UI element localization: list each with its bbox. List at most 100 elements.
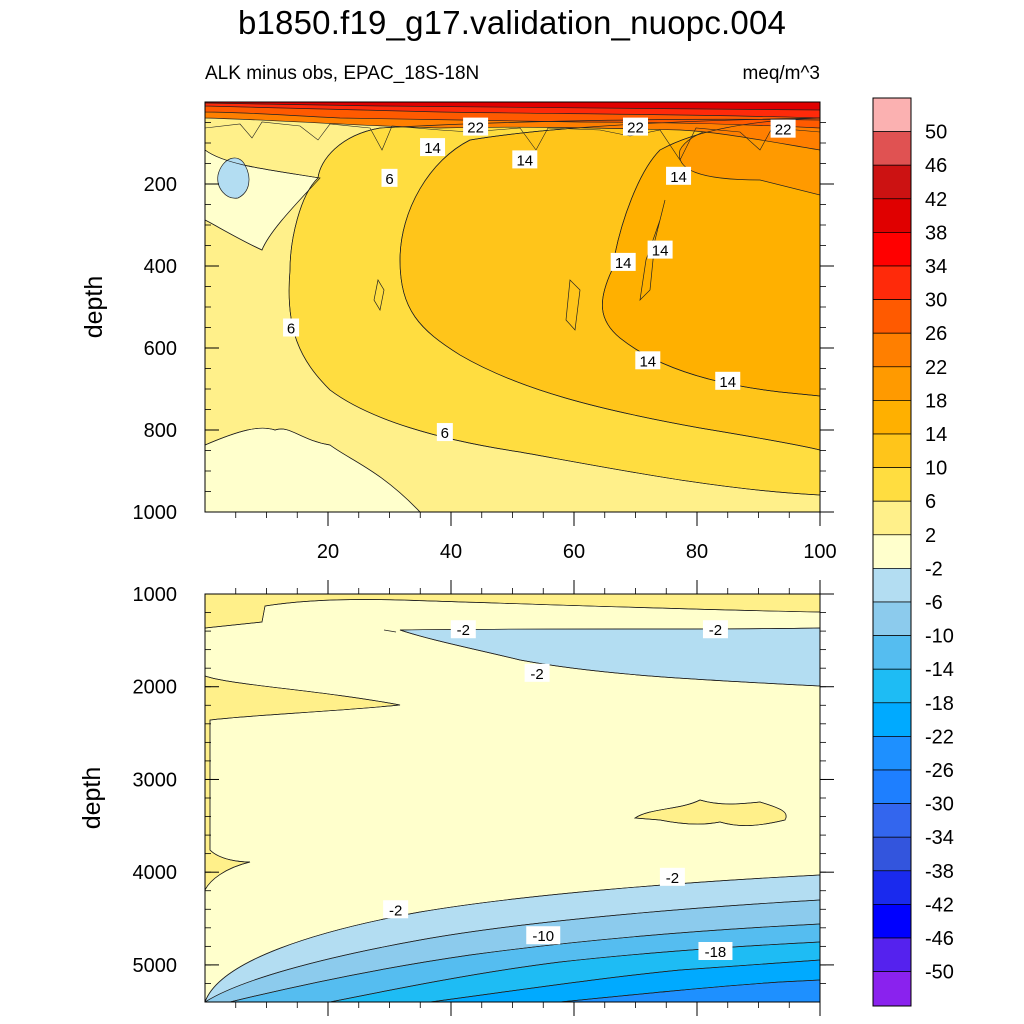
colorbar-tick-label: -26	[925, 760, 954, 782]
lower-contour-label-text: -2	[530, 666, 543, 683]
lower-y-tick-label: 4000	[133, 862, 178, 884]
lower-contour-label-text: -2	[666, 870, 679, 887]
colorbar-swatch	[872, 366, 912, 401]
upper-contour-label-text: 14	[719, 374, 736, 391]
colorbar-swatch	[872, 635, 912, 670]
colorbar-swatch	[872, 400, 912, 435]
spike-feature-2	[565, 279, 581, 331]
upper-contour-label-text: 14	[670, 169, 687, 186]
lower-contour-label-text: -2	[389, 902, 402, 919]
panel-units: meq/m^3	[742, 63, 820, 84]
upper-contour-label-text: 22	[775, 122, 792, 139]
contour-line-m22	[559, 979, 820, 1002]
colorbar-tick-label: 18	[925, 390, 947, 412]
upper-axes: 200 400 600 800 1000 20 40 60 80 100 depth	[80, 122, 837, 563]
colorbar: 50 46 42 38 34 30 26 22 18 14 10 6 2 -2 -6 -10 -14 -18 -22…	[872, 97, 954, 1007]
upper-contour-label: 22	[463, 117, 489, 137]
colorbar-tick-label: -42	[925, 894, 954, 916]
upper-contour-label-text: 22	[467, 120, 484, 137]
lower-contour-label-text: -2	[457, 622, 470, 639]
contour-line-m18	[429, 959, 820, 1002]
contour-line-m2-deep	[205, 874, 820, 1002]
colorbar-tick-label: -30	[925, 794, 954, 816]
colorbar-swatch	[872, 568, 912, 603]
colorbar-swatch	[872, 702, 912, 737]
upper-contour-label: 14	[666, 166, 692, 186]
colorbar-tick-label: 38	[925, 222, 947, 244]
colorbar-swatch	[872, 198, 912, 233]
colorbar-tick-label: 2	[925, 525, 936, 547]
upper-y-tick-label: 1000	[133, 502, 178, 524]
colorbar-swatch-bottom	[872, 971, 912, 1007]
spike-feature-3	[373, 279, 385, 311]
colorbar-swatch	[872, 668, 912, 704]
upper-x-tick-label: 60	[563, 541, 585, 563]
upper-contour-label-text: 6	[441, 425, 449, 442]
lower-contour-label: -2	[659, 867, 685, 887]
colorbar-tick-label: -18	[925, 693, 954, 715]
colorbar-tick-label: -2	[925, 558, 943, 580]
lower-y-tick-label: 2000	[133, 677, 178, 699]
upper-y-tick-label: 600	[144, 338, 177, 360]
colorbar-swatch	[872, 500, 912, 536]
colorbar-tick-label: 42	[925, 189, 947, 211]
figure-title: b1850.f19_g17.validation_nuopc.004	[237, 4, 787, 41]
colorbar-tick-label: -10	[925, 626, 954, 648]
lower-contour-label: -18	[698, 942, 733, 961]
colorbar-tick-label: 46	[925, 155, 947, 177]
colorbar-swatch	[872, 904, 912, 939]
surface-contour-spikes	[205, 121, 820, 161]
lower-axes: 1000 2000 3000 4000 5000 depth	[78, 580, 834, 1016]
fill-level-m6	[217, 157, 250, 199]
lower-contour-label-text: -2	[709, 622, 722, 639]
contour-line-6	[288, 118, 820, 496]
colorbar-tick-label: 6	[925, 491, 936, 513]
lower-contour-labels: -2 -2 -2 -2 -2 -10 -18	[383, 620, 733, 961]
colorbar-swatch	[872, 467, 912, 502]
colorbar-tick-label: 22	[925, 357, 947, 379]
colorbar-tick-label: 14	[925, 424, 947, 446]
colorbar-tick-label: -50	[925, 962, 954, 984]
lower-contour-label: -10	[526, 926, 561, 945]
colorbar-swatch	[872, 433, 912, 468]
upper-contour-label-text: 14	[652, 243, 669, 260]
colorbar-tick-label: 34	[925, 256, 947, 278]
colorbar-swatch	[872, 232, 912, 267]
upper-y-tick-label: 800	[144, 420, 177, 442]
upper-contour-label-text: 14	[516, 152, 533, 169]
colorbar-tick-label: -46	[925, 928, 954, 950]
upper-contour-label-text: 14	[615, 255, 632, 272]
colorbar-swatch	[872, 131, 912, 166]
colorbar-swatch	[872, 803, 912, 838]
contour-line-m2-mid	[399, 627, 820, 687]
contour-line-m14	[329, 941, 820, 1002]
colorbar-swatch	[872, 265, 912, 300]
upper-x-tick-label: 100	[803, 541, 836, 563]
lower-contour-label-text: -10	[532, 928, 554, 945]
colorbar-swatch	[872, 534, 912, 569]
upper-x-tick-label: 80	[686, 541, 708, 563]
colorbar-swatch	[872, 937, 912, 972]
colorbar-swatch	[872, 164, 912, 200]
colorbar-swatch	[872, 601, 912, 636]
contour-line-m2-top	[205, 599, 820, 629]
colorbar-tick-label: 30	[925, 290, 947, 312]
colorbar-tick-label: 26	[925, 323, 947, 345]
lower-contour-label: -2	[702, 620, 728, 639]
lower-y-tick-label: 1000	[133, 584, 178, 606]
contour-line-m10	[229, 923, 820, 1002]
colorbar-tick-label: 50	[925, 122, 947, 144]
lower-y-axis-label: depth	[78, 767, 106, 830]
upper-contour-label: 14	[635, 351, 661, 370]
lower-contour-label: -2	[524, 663, 550, 683]
upper-contour-label: 6	[436, 423, 453, 442]
upper-contour-label: 14	[610, 252, 636, 272]
upper-y-tick-label: 400	[144, 256, 177, 278]
colorbar-tick-label: -22	[925, 726, 954, 748]
colorbar-swatch	[872, 769, 912, 804]
upper-panel	[205, 102, 820, 512]
colorbar-tick-label: -14	[925, 659, 954, 681]
upper-contour-label-text: 6	[287, 321, 295, 338]
